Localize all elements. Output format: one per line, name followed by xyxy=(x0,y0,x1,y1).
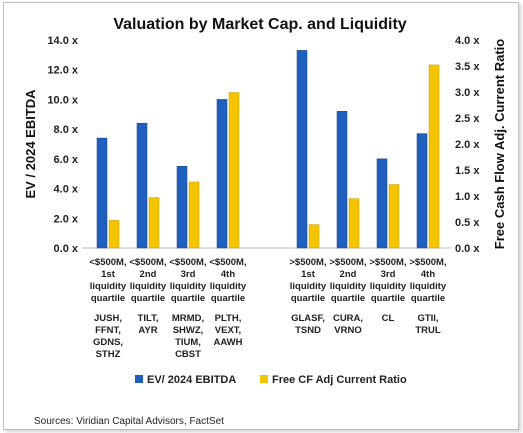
category-tickers: TIUM, xyxy=(175,337,201,348)
y2-tick-label: 0.5 x xyxy=(455,217,480,229)
category-tickers: AYR xyxy=(138,325,157,336)
category-label: >$500M, xyxy=(329,257,366,268)
y-tick-label: 10.0 x xyxy=(47,94,78,106)
y2-tick-label: 2.5 x xyxy=(455,113,480,125)
bar-ev-ebitda xyxy=(296,50,308,249)
bar-fcf-ratio xyxy=(428,64,440,249)
chart-panel: Valuation by Market Cap. and Liquidity 0… xyxy=(3,2,519,430)
legend-label-ev-ebitda: EV/ 2024 EBITDA xyxy=(147,374,236,386)
category-labels: <$500M,1stliquidityquartileJUSH,FFNT,GDN… xyxy=(89,257,447,360)
bar-fcf-ratio xyxy=(348,198,360,249)
bar-fcf-ratio xyxy=(228,92,240,249)
y2-tick-label: 3.0 x xyxy=(455,87,480,99)
category-label: liquidity xyxy=(210,281,247,292)
bars xyxy=(96,50,440,249)
legend: EV/ 2024 EBITDA Free CF Adj Current Ratio xyxy=(135,374,407,386)
category-tickers: PLTH, xyxy=(215,313,242,324)
category-label: <$500M, xyxy=(89,257,126,268)
y-tick-label: 0.0 x xyxy=(54,243,79,255)
y2-tick-label: 3.5 x xyxy=(455,61,480,73)
category-label: liquidity xyxy=(90,281,127,292)
category-label: liquidity xyxy=(170,281,207,292)
category-label: 3rd xyxy=(181,269,196,280)
category-tickers: MRMD, xyxy=(172,313,204,324)
category-tickers: FFNT, xyxy=(95,325,121,336)
bar-fcf-ratio xyxy=(388,184,400,249)
category-label: >$500M, xyxy=(409,257,446,268)
y-axis-title: EV / 2024 EBITDA xyxy=(23,89,38,199)
category-tickers: GTII, xyxy=(417,313,438,324)
category-tickers: AAWH xyxy=(213,337,242,348)
category-label: >$500M, xyxy=(289,257,326,268)
category-tickers: STHZ xyxy=(96,349,121,360)
y-tick-label: 4.0 x xyxy=(54,184,79,196)
category-tickers: SHWZ, xyxy=(173,325,204,336)
y2-axis-title: Free Cash Flow Adj. Current Ratio xyxy=(492,39,507,249)
category-tickers: VRNO xyxy=(334,325,361,336)
bar-ev-ebitda xyxy=(136,122,148,249)
bar-fcf-ratio xyxy=(308,224,320,249)
source-note: Sources: Viridian Capital Advisors, Fact… xyxy=(34,416,224,427)
category-tickers: TSND xyxy=(295,325,321,336)
legend-swatch-fcf-ratio xyxy=(260,375,268,383)
legend-label-fcf-ratio: Free CF Adj Current Ratio xyxy=(272,374,407,386)
category-label: liquidity xyxy=(130,281,167,292)
category-label: quartile xyxy=(331,293,365,304)
y-tick-label: 12.0 x xyxy=(47,65,78,77)
category-label: <$500M, xyxy=(169,257,206,268)
category-label: 1st xyxy=(301,269,316,280)
category-label: 4th xyxy=(221,269,235,280)
category-label: liquidity xyxy=(290,281,327,292)
category-label: <$500M, xyxy=(209,257,246,268)
y2-tick-label: 2.0 x xyxy=(455,139,480,151)
bar-ev-ebitda xyxy=(336,111,348,249)
category-tickers: CL xyxy=(382,313,395,324)
category-label: 3rd xyxy=(381,269,396,280)
category-label: quartile xyxy=(411,293,445,304)
y2-tick-label: 1.0 x xyxy=(455,191,480,203)
category-tickers: CURA, xyxy=(333,313,363,324)
category-tickers: CBST xyxy=(175,349,201,360)
category-label: >$500M, xyxy=(369,257,406,268)
bar-fcf-ratio xyxy=(108,220,120,249)
category-label: liquidity xyxy=(330,281,367,292)
axes: 0.0 x 2.0 x 4.0 x 6.0 x 8.0 x 10.0 x 12.0 x 14.… xyxy=(23,35,507,255)
y-tick-label: 6.0 x xyxy=(54,154,79,166)
legend-swatch-ev-ebitda xyxy=(135,375,143,383)
y2-tick-label: 0.0 x xyxy=(455,243,480,255)
y2-tick-label: 1.5 x xyxy=(455,165,480,177)
category-label: 2nd xyxy=(140,269,157,280)
category-tickers: GLASF, xyxy=(291,313,325,324)
category-label: quartile xyxy=(171,293,205,304)
chart-title: Valuation by Market Cap. and Liquidity xyxy=(113,16,406,33)
category-label: 4th xyxy=(421,269,435,280)
category-label: quartile xyxy=(371,293,405,304)
bar-fcf-ratio xyxy=(188,181,200,249)
y-tick-label: 2.0 x xyxy=(54,213,79,225)
bar-ev-ebitda xyxy=(416,133,428,249)
bar-ev-ebitda xyxy=(376,158,388,249)
category-label: quartile xyxy=(91,293,125,304)
category-tickers: GDNS, xyxy=(93,337,123,348)
y2-tick-label: 4.0 x xyxy=(455,35,480,47)
category-tickers: TRUL xyxy=(415,325,441,336)
category-tickers: JUSH, xyxy=(94,313,122,324)
chart: Valuation by Market Cap. and Liquidity 0… xyxy=(23,16,507,386)
category-tickers: TILT, xyxy=(138,313,159,324)
category-label: <$500M, xyxy=(129,257,166,268)
category-label: 2nd xyxy=(340,269,357,280)
category-tickers: VEXT, xyxy=(215,325,241,336)
bar-ev-ebitda xyxy=(96,137,108,249)
y-tick-label: 14.0 x xyxy=(47,35,78,47)
category-label: liquidity xyxy=(370,281,407,292)
category-label: 1st xyxy=(101,269,116,280)
category-label: quartile xyxy=(131,293,165,304)
bar-ev-ebitda xyxy=(176,166,188,249)
category-label: quartile xyxy=(291,293,325,304)
bar-fcf-ratio xyxy=(148,197,160,249)
category-label: quartile xyxy=(211,293,245,304)
category-label: liquidity xyxy=(410,281,447,292)
y-tick-label: 8.0 x xyxy=(54,124,79,136)
bar-ev-ebitda xyxy=(216,99,228,249)
